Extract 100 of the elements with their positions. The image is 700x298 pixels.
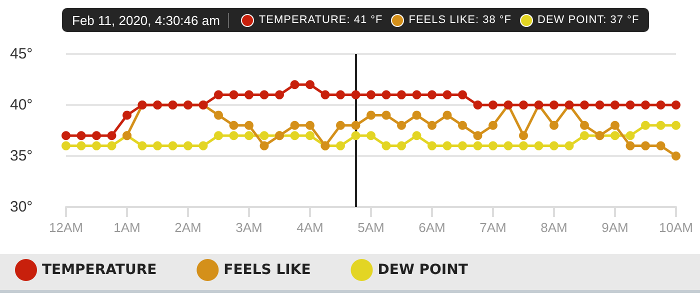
point (260, 131, 269, 140)
point (397, 90, 406, 100)
y-tick-label: 30° (10, 198, 33, 216)
point (672, 120, 680, 130)
point (306, 120, 314, 130)
point (519, 100, 528, 110)
point (138, 141, 147, 150)
point (641, 100, 650, 110)
point (62, 141, 70, 150)
point (428, 90, 436, 100)
point (442, 141, 452, 150)
x-tick-label: 8AM (540, 220, 568, 235)
point (580, 120, 589, 130)
point (641, 141, 650, 150)
x-tick-label: 5AM (358, 220, 384, 235)
point (229, 131, 238, 140)
point (458, 120, 467, 130)
text: DEW POINT: 37 °F (538, 14, 640, 26)
point (656, 141, 666, 150)
point (306, 80, 314, 90)
point (229, 90, 238, 100)
point (488, 120, 498, 130)
point (76, 141, 86, 150)
point (550, 141, 558, 150)
point (473, 131, 482, 140)
text: FEELS LIKE: 38 °F (408, 14, 512, 26)
point (550, 120, 558, 130)
point (626, 141, 635, 150)
point (397, 141, 406, 150)
x-tick-label: 6AM (418, 220, 446, 235)
point (641, 120, 650, 130)
point (320, 90, 330, 100)
point (122, 110, 132, 120)
y-tick-label: 45° (10, 46, 33, 62)
point (336, 141, 345, 150)
point (290, 80, 300, 90)
point (580, 131, 589, 140)
point (290, 131, 300, 140)
y-tick-label: 40° (10, 96, 33, 114)
point (244, 120, 254, 130)
x-tick-label: 7AM (480, 220, 506, 235)
point (214, 131, 223, 140)
x-tick-label: 9AM (602, 220, 628, 235)
point (260, 141, 269, 150)
point (504, 141, 513, 150)
point (519, 141, 528, 150)
point (351, 120, 360, 130)
point (442, 90, 452, 100)
point (153, 141, 162, 150)
point (290, 120, 300, 130)
point (366, 110, 376, 120)
point (382, 90, 391, 100)
text: Feb 11, 2020, 4:30:46 am (72, 12, 229, 28)
point (412, 131, 422, 140)
y-tick-label: 35° (10, 148, 33, 164)
x-tick-label: 1AM (114, 220, 140, 235)
point (107, 131, 116, 140)
point (626, 100, 635, 110)
point (428, 120, 436, 130)
x-tick-label: 10AM (659, 220, 693, 235)
point (550, 100, 558, 110)
point (519, 131, 528, 140)
point (244, 90, 254, 100)
point (656, 120, 666, 130)
x-tick-label: 12AM (49, 220, 83, 235)
point (428, 141, 436, 150)
point (351, 90, 360, 100)
point (351, 131, 360, 140)
point (534, 141, 544, 150)
point (229, 120, 238, 130)
point (564, 141, 574, 150)
point (92, 141, 101, 150)
point (168, 141, 178, 150)
point (214, 90, 223, 100)
point (92, 131, 101, 140)
point (610, 100, 620, 110)
point (473, 100, 482, 110)
point (198, 141, 208, 150)
point (473, 141, 482, 150)
point (336, 90, 345, 100)
point (336, 120, 345, 130)
point (580, 100, 589, 110)
point (366, 131, 376, 140)
point (412, 110, 422, 120)
x-tick-label: 2AM (174, 220, 202, 235)
point (62, 131, 70, 140)
legend-label: DEW POINT (378, 262, 468, 278)
point (595, 100, 604, 110)
point (184, 141, 192, 150)
point (442, 110, 452, 120)
point (626, 131, 635, 140)
point (412, 90, 422, 100)
point (214, 110, 223, 120)
point (260, 90, 269, 100)
x-tick-label: 4AM (296, 220, 324, 235)
point (488, 141, 498, 150)
point (382, 110, 391, 120)
legend-label: TEMPERATURE (42, 262, 157, 278)
x-tick-label: 3AM (236, 220, 262, 235)
point (610, 131, 620, 140)
